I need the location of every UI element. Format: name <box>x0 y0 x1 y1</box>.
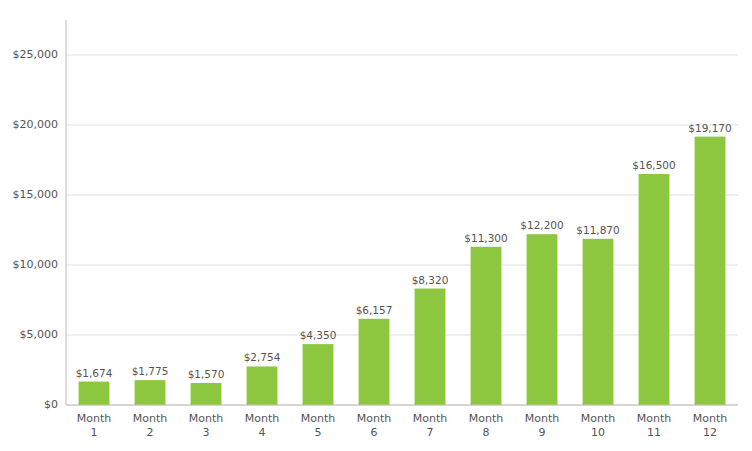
x-tick-label-line: 9 <box>539 426 546 439</box>
y-tick-label: $15,000 <box>13 188 59 201</box>
x-tick-label-line: 6 <box>371 426 378 439</box>
y-tick-label: $5,000 <box>20 328 59 341</box>
x-tick-label: Month7 <box>413 412 448 439</box>
x-tick-label: Month9 <box>525 412 560 439</box>
x-tick-label-line: Month <box>245 412 280 425</box>
x-tick-label: Month8 <box>469 412 504 439</box>
x-tick-label-line: 8 <box>483 426 490 439</box>
data-label: $11,300 <box>464 232 507 244</box>
y-tick-labels: $0 $5,000 $10,000 $15,000 $20,000 $25,000 <box>13 48 59 411</box>
grid-line <box>66 55 738 56</box>
x-tick-label: Month4 <box>245 412 280 439</box>
x-tick-labels: Month1Month2Month3Month4Month5Month6Mont… <box>77 412 728 439</box>
x-tick-label-line: 4 <box>259 426 266 439</box>
x-tick-label: Month10 <box>581 412 616 439</box>
x-tick-label-line: Month <box>525 412 560 425</box>
x-tick-label-line: Month <box>581 412 616 425</box>
bar <box>695 137 726 405</box>
x-tick-label-line: Month <box>301 412 336 425</box>
x-tick-label-line: Month <box>77 412 112 425</box>
data-labels: $1,674 $1,775 $1,570 $2,754 $4,350 $6,157 $8,3… <box>76 122 732 380</box>
x-tick-label: Month12 <box>693 412 728 439</box>
x-tick-label: Month11 <box>637 412 672 439</box>
data-label: $11,870 <box>576 224 619 236</box>
x-tick-label-line: 7 <box>427 426 434 439</box>
x-tick-label: Month1 <box>77 412 112 439</box>
bar <box>527 234 558 405</box>
x-tick-label-line: Month <box>357 412 392 425</box>
bar <box>135 380 166 405</box>
x-tick-label: Month5 <box>301 412 336 439</box>
y-grid <box>66 55 738 405</box>
bar <box>303 344 334 405</box>
chart-svg: $0 $5,000 $10,000 $15,000 $20,000 $25,000 $1,6… <box>0 0 752 451</box>
x-tick-label-line: 3 <box>203 426 210 439</box>
grid-line <box>66 195 738 196</box>
x-tick-label: Month6 <box>357 412 392 439</box>
data-label: $1,674 <box>76 367 113 379</box>
data-label: $2,754 <box>244 351 281 363</box>
data-label: $4,350 <box>300 329 337 341</box>
x-tick-label-line: Month <box>133 412 168 425</box>
x-tick-label-line: Month <box>189 412 224 425</box>
bar <box>247 366 278 405</box>
grid-line <box>66 335 738 336</box>
x-tick-label: Month3 <box>189 412 224 439</box>
x-tick-label-line: 1 <box>91 426 98 439</box>
data-label: $19,170 <box>688 122 731 134</box>
x-tick-label-line: Month <box>693 412 728 425</box>
data-label: $1,570 <box>188 368 225 380</box>
y-tick-label: $0 <box>44 398 58 411</box>
x-tick-label-line: 10 <box>591 426 605 439</box>
x-axis-line <box>66 405 738 406</box>
bar <box>471 247 502 405</box>
x-tick-label-line: Month <box>469 412 504 425</box>
bars <box>79 137 726 405</box>
y-tick-label: $20,000 <box>13 118 59 131</box>
x-tick-label-line: 5 <box>315 426 322 439</box>
bar <box>79 382 110 405</box>
grid-line <box>66 265 738 266</box>
x-tick-label-line: Month <box>637 412 672 425</box>
y-tick-label: $25,000 <box>13 48 59 61</box>
bar <box>639 174 670 405</box>
data-label: $1,775 <box>132 365 169 377</box>
data-label: $16,500 <box>632 159 675 171</box>
x-tick-label-line: 11 <box>647 426 661 439</box>
x-tick-label: Month2 <box>133 412 168 439</box>
x-tick-label-line: 12 <box>703 426 717 439</box>
bar <box>583 239 614 405</box>
x-tick-label-line: 2 <box>147 426 154 439</box>
bar <box>415 289 446 405</box>
data-label: $8,320 <box>412 274 449 286</box>
grid-line <box>66 125 738 126</box>
grid-line <box>66 405 738 406</box>
bar <box>359 319 390 405</box>
data-label: $12,200 <box>520 219 563 231</box>
y-axis-line <box>66 20 67 405</box>
bar <box>191 383 222 405</box>
data-label: $6,157 <box>356 304 393 316</box>
chart-container: $0 $5,000 $10,000 $15,000 $20,000 $25,000 $1,6… <box>0 0 752 451</box>
y-tick-label: $10,000 <box>13 258 59 271</box>
x-tick-label-line: Month <box>413 412 448 425</box>
